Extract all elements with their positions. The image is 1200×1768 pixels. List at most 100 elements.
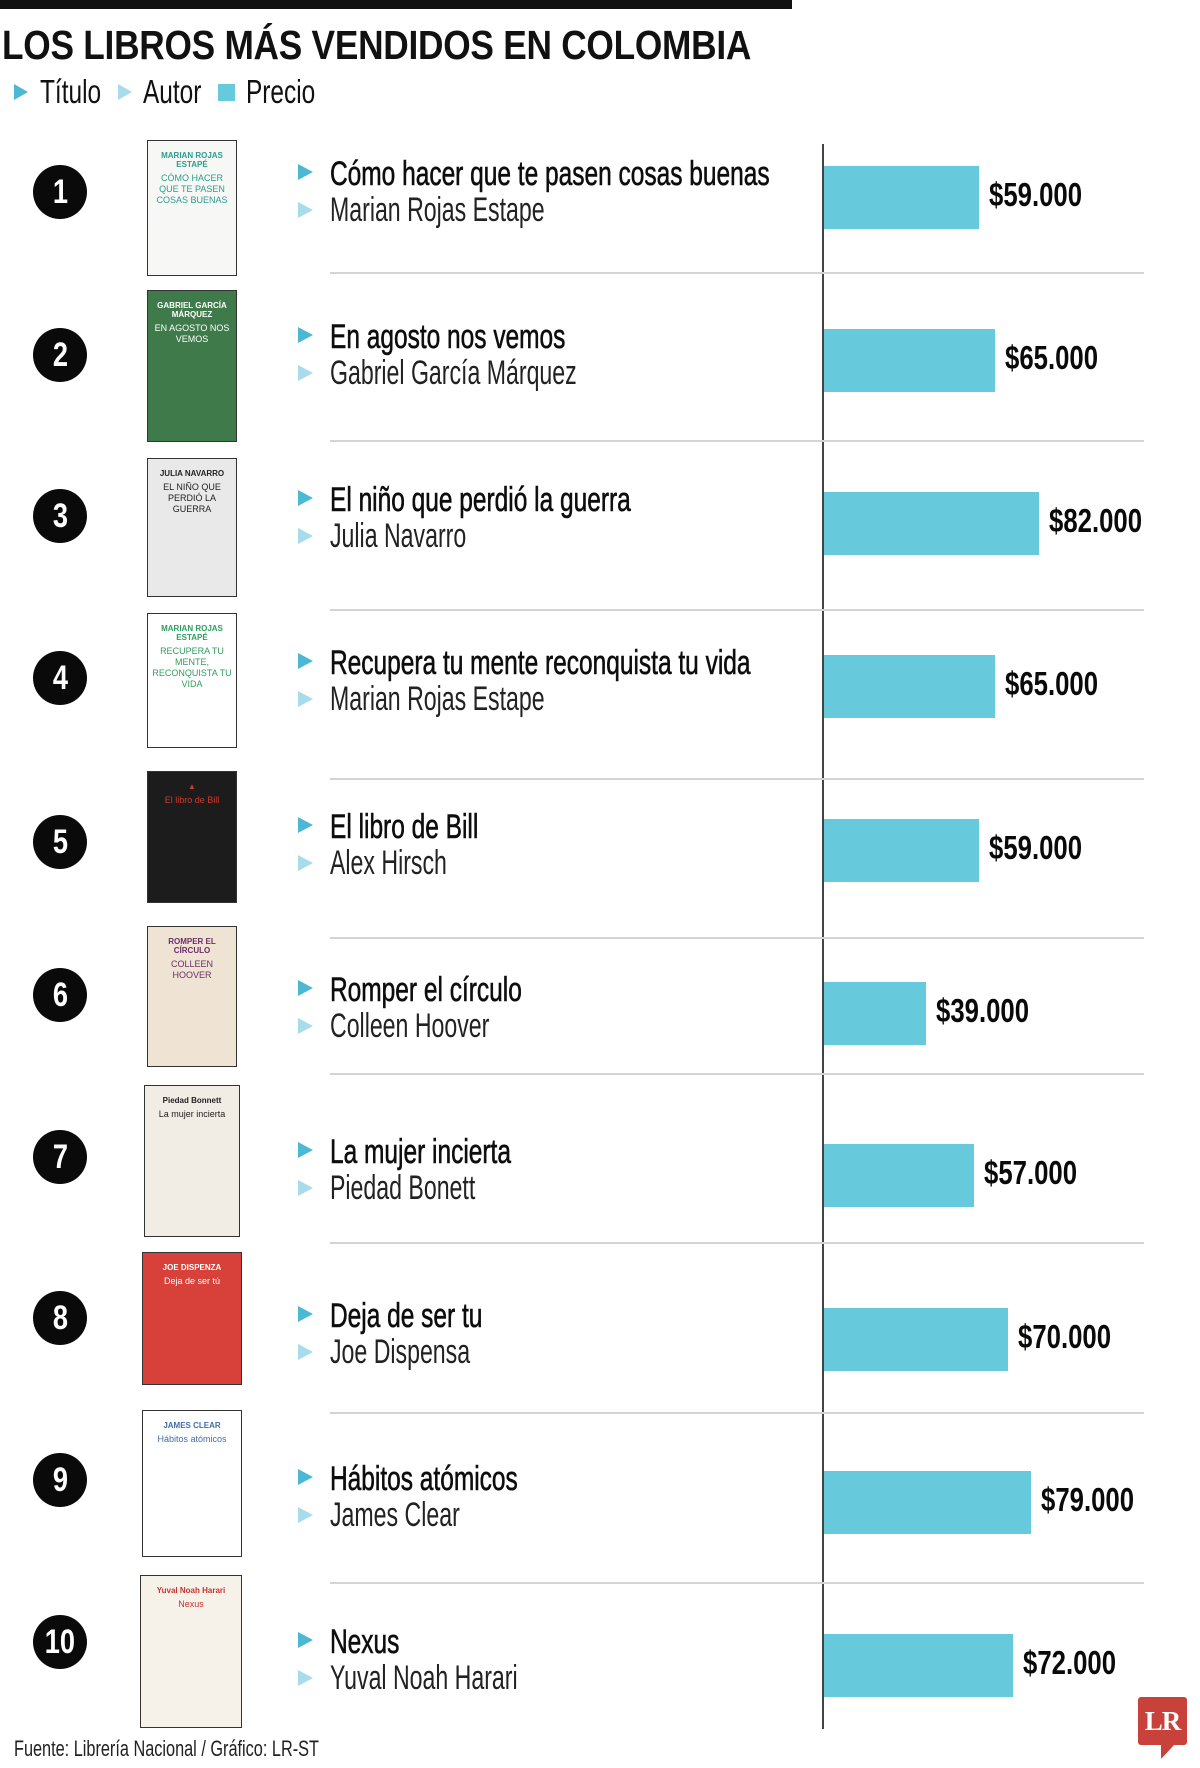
row-divider: [330, 1242, 1144, 1244]
title-arrow-icon: [298, 1306, 313, 1322]
author-arrow-icon: [298, 528, 313, 544]
row-divider: [330, 937, 1144, 939]
price-bar: [824, 655, 995, 718]
lr-logo-tail: [1161, 1744, 1175, 1759]
cover-line-2: EL NIÑO QUE PERDIÓ LA GUERRA: [163, 482, 221, 514]
rank-number: 1: [52, 172, 68, 211]
title-arrow-icon: [298, 1469, 313, 1485]
book-cover: MARIAN ROJAS ESTAPÉ CÓMO HACER QUE TE PA…: [147, 140, 237, 276]
author-arrow-icon: [298, 1018, 313, 1034]
price-label: $57.000: [984, 1154, 1078, 1191]
rank-badge: 4: [33, 651, 87, 705]
cover-line-2: El libro de Bill: [164, 795, 220, 806]
book-author: Gabriel García Márquez: [330, 354, 577, 392]
price-bar: [824, 982, 926, 1045]
book-title: Cómo hacer que te pasen cosas buenas: [330, 155, 770, 194]
rank-number: 7: [52, 1137, 68, 1176]
rank-badge: 6: [33, 968, 87, 1022]
row-divider: [330, 609, 1144, 611]
author-arrow-icon: [298, 365, 313, 381]
book-cover: JOE DISPENZA Deja de ser tú: [142, 1252, 242, 1385]
price-label: $65.000: [1005, 339, 1099, 376]
book-cover: JULIA NAVARRO EL NIÑO QUE PERDIÓ LA GUER…: [147, 458, 237, 597]
rank-number: 2: [52, 335, 68, 374]
price-bar: [824, 166, 979, 229]
author-arrow-icon: [298, 202, 313, 218]
rank-number: 9: [52, 1460, 68, 1499]
book-title: Hábitos atómicos: [330, 1460, 518, 1499]
rank-number: 5: [52, 822, 68, 861]
price-bar: [824, 1308, 1008, 1371]
book-title: Nexus: [330, 1623, 400, 1662]
title-arrow-icon: [298, 653, 313, 669]
legend-author-label: Autor: [143, 73, 202, 110]
book-cover: MARIAN ROJAS ESTAPÉ RECUPERA TU MENTE, R…: [147, 613, 237, 748]
book-author: Marian Rojas Estape: [330, 680, 545, 718]
cover-line-1: Piedad Bonnett: [162, 1096, 222, 1105]
cover-line-1: JOE DISPENZA: [162, 1263, 222, 1272]
top-rule: [0, 0, 792, 9]
legend: Título Autor Precio: [0, 74, 400, 110]
title-arrow-icon: [298, 490, 313, 506]
row-divider: [330, 1412, 1144, 1414]
chart-title: LOS LIBROS MÁS VENDIDOS EN COLOMBIA: [2, 22, 752, 68]
book-title: El niño que perdió la guerra: [330, 481, 631, 520]
price-label: $59.000: [989, 176, 1083, 213]
author-arrow-icon: [298, 1507, 313, 1523]
rank-badge: 8: [33, 1291, 87, 1345]
author-arrow-icon: [298, 1180, 313, 1196]
cover-line-2: RECUPERA TU MENTE, RECONQUISTA TU VIDA: [152, 646, 232, 689]
rank-number: 10: [44, 1622, 76, 1661]
cover-line-1: Yuval Noah Harari: [156, 1586, 226, 1595]
rank-number: 4: [52, 658, 68, 697]
book-title: Romper el círculo: [330, 971, 522, 1010]
cover-line-1: JULIA NAVARRO: [159, 469, 225, 478]
chart-axis: [822, 144, 824, 1729]
book-title: En agosto nos vemos: [330, 318, 566, 357]
triangle-light-icon: [118, 84, 132, 100]
row-divider: [330, 440, 1144, 442]
book-title: El libro de Bill: [330, 808, 479, 847]
book-author: Joe Dispensa: [330, 1333, 471, 1371]
book-cover: GABRIEL GARCÍA MÁRQUEZ EN AGOSTO NOS VEM…: [147, 290, 237, 442]
price-label: $65.000: [1005, 665, 1099, 702]
author-arrow-icon: [298, 1344, 313, 1360]
author-arrow-icon: [298, 855, 313, 871]
price-bar: [824, 819, 979, 882]
row-divider: [330, 272, 1144, 274]
book-cover: Yuval Noah Harari Nexus: [140, 1575, 242, 1728]
cover-line-2: La mujer incierta: [158, 1109, 226, 1120]
cover-line-1: MARIAN ROJAS ESTAPÉ: [161, 624, 223, 643]
cover-line-1: GABRIEL GARCÍA MÁRQUEZ: [157, 301, 227, 320]
title-arrow-icon: [298, 980, 313, 996]
book-title: Deja de ser tu: [330, 1297, 483, 1336]
lr-logo: LR: [1138, 1697, 1187, 1745]
legend-author-item: [118, 74, 132, 110]
price-bar: [824, 492, 1039, 555]
book-title: Recupera tu mente reconquista tu vida: [330, 644, 751, 683]
source-footer: Fuente: Librería Nacional / Gráfico: LR-…: [14, 1736, 319, 1761]
price-label: $82.000: [1049, 502, 1143, 539]
rank-number: 6: [52, 975, 68, 1014]
price-bar: [824, 1144, 974, 1207]
book-cover: ROMPER EL CÍRCULO COLLEEN HOOVER: [147, 926, 237, 1067]
legend-title-label: Título: [40, 73, 102, 110]
book-author: Julia Navarro: [330, 517, 467, 555]
cover-line-2: EN AGOSTO NOS VEMOS: [154, 323, 230, 345]
cover-line-1: MARIAN ROJAS ESTAPÉ: [161, 151, 223, 170]
rank-badge: 2: [33, 328, 87, 382]
cover-line-2: CÓMO HACER QUE TE PASEN COSAS BUENAS: [156, 173, 228, 205]
book-author: Alex Hirsch: [330, 844, 447, 882]
rank-badge: 3: [33, 489, 87, 543]
rank-number: 3: [52, 496, 68, 535]
rank-badge: 5: [33, 815, 87, 869]
book-author: Marian Rojas Estape: [330, 191, 545, 229]
legend-title-item: [14, 74, 28, 110]
cover-line-1: JAMES CLEAR: [163, 1421, 221, 1430]
cover-line-2: COLLEEN HOOVER: [170, 959, 214, 981]
rank-badge: 1: [33, 165, 87, 219]
price-label: $39.000: [936, 992, 1030, 1029]
price-label: $70.000: [1018, 1318, 1112, 1355]
rank-badge: 7: [33, 1130, 87, 1184]
row-divider: [330, 778, 1144, 780]
